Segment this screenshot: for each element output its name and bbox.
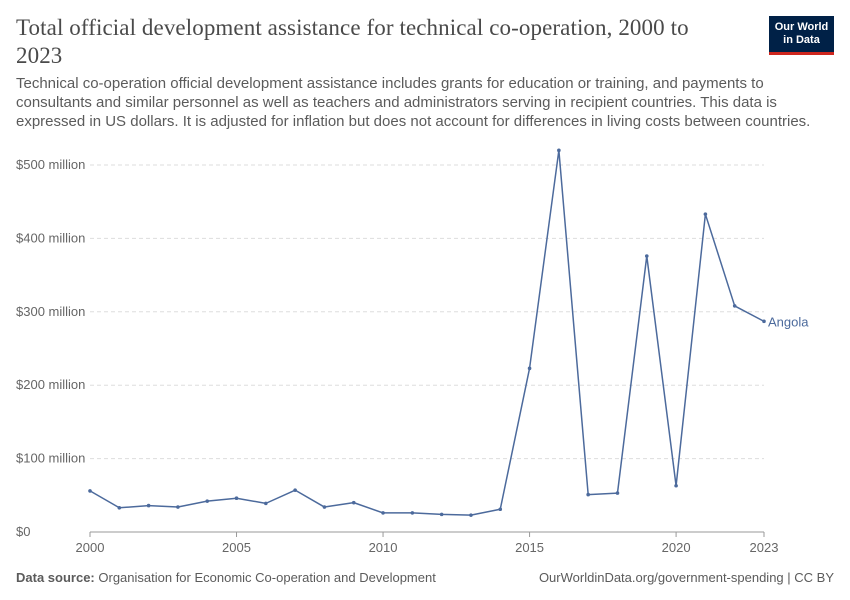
- data-point: [644, 254, 649, 258]
- data-point: [322, 505, 327, 509]
- logo-line-2: in Data: [783, 34, 820, 46]
- data-point: [381, 511, 385, 515]
- x-tick-label: 2020: [662, 540, 691, 555]
- data-source-text[interactable]: Organisation for Economic Co-operation a…: [98, 570, 436, 585]
- y-tick-label: $200 million: [16, 377, 85, 392]
- owid-logo[interactable]: Our World in Data: [769, 16, 834, 55]
- footer-link[interactable]: OurWorldinData.org/government-spending |…: [538, 570, 834, 585]
- y-tick-label: $300 million: [16, 304, 85, 319]
- y-tick-label: $500 million: [16, 157, 85, 172]
- data-point: [527, 366, 532, 371]
- data-point: [439, 512, 444, 517]
- data-source-label: Data source:: [16, 570, 95, 585]
- x-tick-label: 2000: [76, 540, 105, 555]
- data-point: [410, 511, 415, 515]
- data-point: [762, 319, 766, 324]
- chart-subtitle: Technical co-operation official developm…: [16, 75, 811, 130]
- data-source: Data source: Organisation for Economic C…: [16, 570, 436, 585]
- data-point: [557, 148, 561, 153]
- chart-title: Total official development assistance fo…: [16, 15, 689, 68]
- x-tick-label: 2005: [222, 540, 251, 555]
- data-point: [615, 491, 620, 495]
- data-point: [205, 499, 210, 503]
- data-point: [293, 488, 297, 492]
- data-point: [732, 304, 737, 308]
- data-point: [703, 212, 708, 216]
- data-point: [498, 507, 503, 512]
- data-point: [88, 489, 92, 493]
- data-point: [469, 513, 473, 517]
- data-point: [117, 505, 122, 510]
- data-point: [146, 503, 151, 508]
- data-point: [176, 505, 180, 509]
- data-point: [264, 501, 268, 506]
- series-line-angola: [89, 149, 765, 516]
- x-tick-label: 2015: [515, 540, 544, 555]
- data-point: [674, 483, 678, 488]
- logo-line-1: Our World: [774, 21, 829, 33]
- series-label-angola: Angola: [768, 314, 809, 329]
- data-point: [351, 500, 356, 505]
- y-tick-label: $100 million: [16, 451, 85, 466]
- y-tick-label: $400 million: [16, 230, 85, 245]
- data-point: [234, 496, 239, 501]
- x-tick-label: 2010: [369, 540, 398, 555]
- x-tick-label: 2023: [750, 540, 779, 555]
- y-tick-label: $0: [16, 524, 30, 539]
- data-point: [586, 492, 590, 497]
